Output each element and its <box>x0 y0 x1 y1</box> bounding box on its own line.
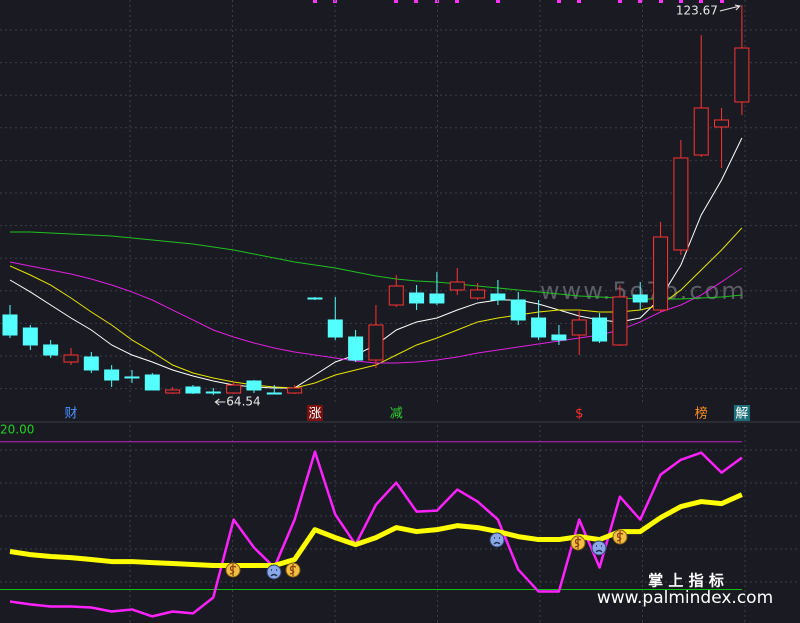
candle-body <box>714 119 730 128</box>
signal-label: 减 <box>390 407 403 422</box>
signal-bg <box>733 405 750 421</box>
sad-icon-face <box>595 545 603 553</box>
money-icon-mark <box>289 564 297 576</box>
high-arrow <box>719 4 741 12</box>
candle-body <box>612 296 628 346</box>
candle-body <box>307 297 323 300</box>
candle-body <box>490 293 506 301</box>
candle-body <box>693 107 709 156</box>
candle-body <box>327 319 343 338</box>
candle-body <box>124 376 140 379</box>
candle-body <box>2 314 18 336</box>
sad-icon-face <box>493 537 501 545</box>
candle-body <box>83 356 99 371</box>
candle-body <box>368 324 384 361</box>
sad-icon-face <box>270 569 278 577</box>
sad-icon <box>591 540 607 556</box>
candle-body <box>63 354 79 363</box>
footer-site: www.palmindex.com <box>597 588 773 608</box>
footer-brand: 掌 上 指 标 <box>648 572 724 590</box>
money-icon-mark <box>574 537 582 549</box>
candle-body <box>551 334 567 341</box>
candle-body <box>531 317 547 338</box>
candle-body <box>571 319 587 336</box>
low-label: 64.54 <box>226 395 260 409</box>
candle-body <box>632 294 648 303</box>
indicator-title: 20.00 <box>0 423 34 437</box>
money-icon-mark <box>229 564 237 576</box>
signal-label: 涨 <box>308 407 321 422</box>
candle-body <box>429 293 445 304</box>
sad-icon <box>266 564 282 580</box>
candle-body <box>205 391 221 394</box>
candle-body <box>388 285 404 306</box>
candle-body <box>734 47 750 103</box>
candle-body <box>43 344 59 356</box>
candle-body <box>165 389 181 394</box>
signal-bg <box>306 405 323 421</box>
high-label: 123.67 <box>676 4 718 18</box>
candle-body <box>22 327 38 346</box>
candle-body <box>144 374 160 391</box>
candle-body <box>266 392 282 395</box>
sad-icon <box>489 532 505 548</box>
candle-body <box>653 236 669 311</box>
candle-body <box>592 317 608 342</box>
signal-label: 财 <box>64 407 77 422</box>
candle-body <box>287 387 303 394</box>
candle-body <box>470 289 486 299</box>
top-marks <box>313 0 724 3</box>
low-arrow <box>214 398 226 406</box>
candle-body <box>348 336 364 361</box>
candle-body <box>409 292 425 304</box>
candle-body <box>104 369 120 381</box>
signal-label: 解 <box>735 407 748 422</box>
candle-body <box>510 299 526 321</box>
money-icon-mark <box>616 531 624 543</box>
candle-body <box>449 281 465 291</box>
candle-body <box>246 380 262 391</box>
indicator-line <box>9 450 743 618</box>
candle-body <box>226 384 242 394</box>
signal-label: 榜 <box>695 406 708 422</box>
candle-body <box>185 386 201 394</box>
signal-label: $ <box>575 407 583 422</box>
candle-body <box>673 157 689 251</box>
